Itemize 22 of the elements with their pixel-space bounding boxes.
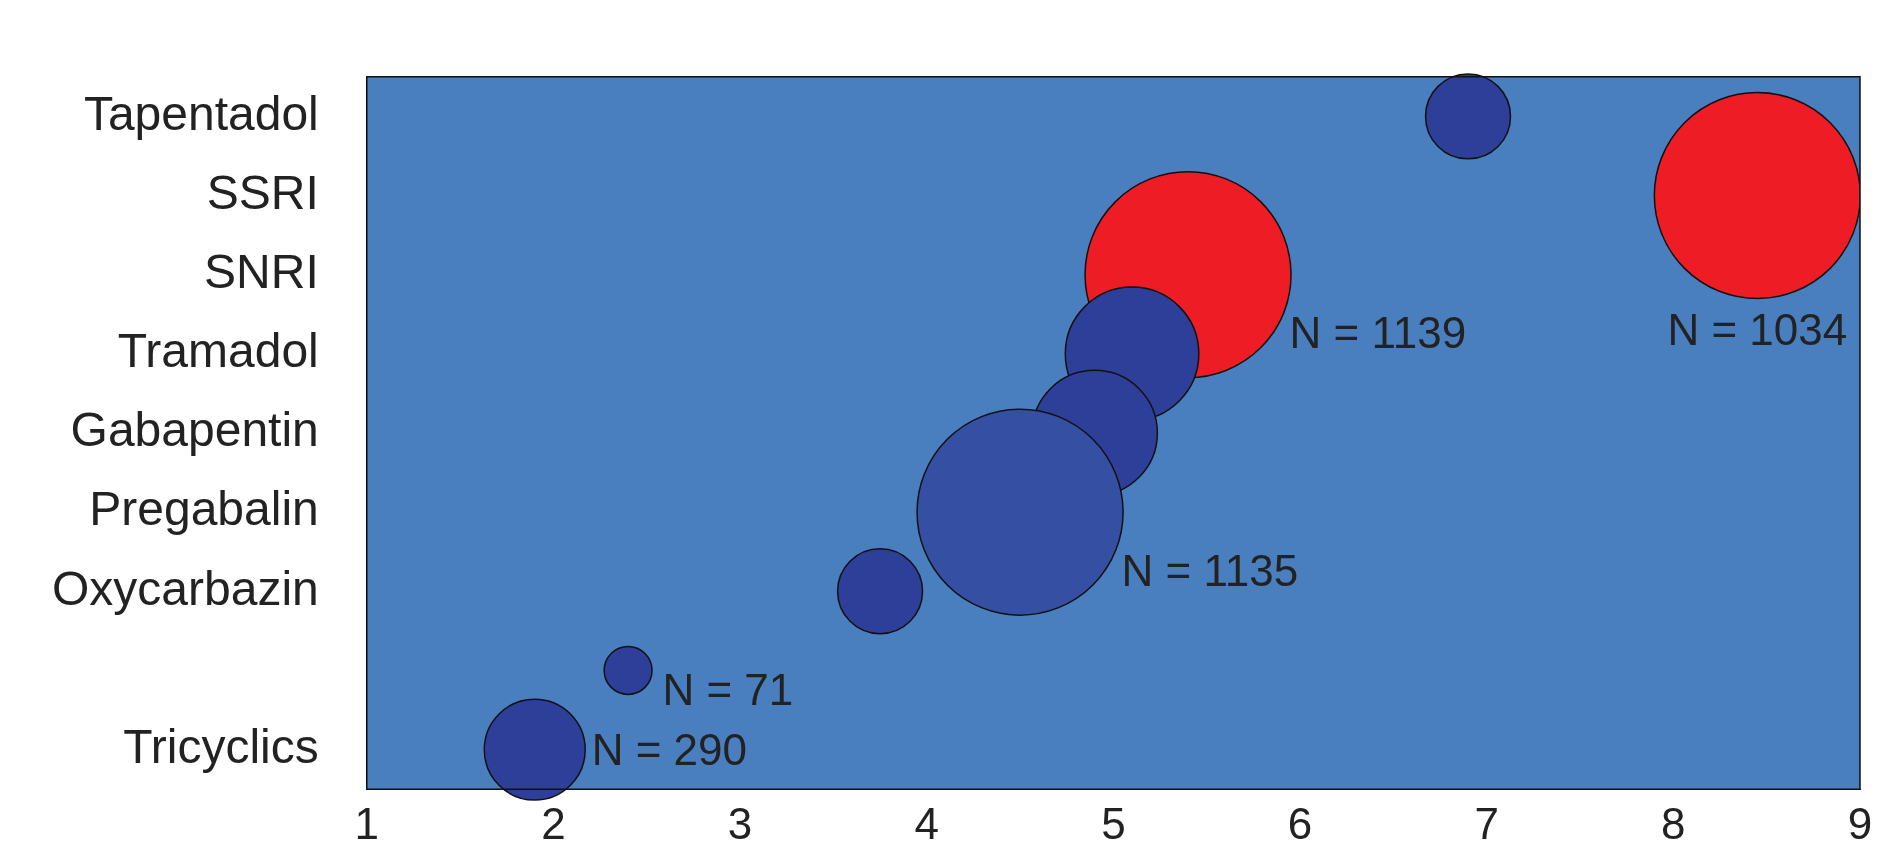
- x-tick-label: 3: [727, 798, 753, 848]
- y-tick-label: SNRI: [204, 244, 319, 298]
- x-tick-label: 9: [1847, 798, 1873, 848]
- y-tick-label: SSRI: [206, 165, 319, 219]
- x-tick-label: 2: [541, 798, 566, 848]
- x-tick-label: 6: [1287, 798, 1313, 848]
- x-tick-label: 8: [1661, 798, 1686, 848]
- x-tick-label: 5: [1101, 798, 1126, 848]
- annotation: N = 1139: [1289, 308, 1467, 358]
- y-tick-label: Tapentadol: [83, 86, 319, 140]
- annotation: N = 71: [662, 664, 794, 714]
- annotation: N = 1135: [1121, 545, 1299, 595]
- y-tick-label: Tricyclics: [123, 719, 319, 773]
- y-tick-label: Pregabalin: [89, 482, 319, 536]
- x-tick-label: 1: [354, 798, 380, 848]
- y-tick-label: Oxycarbazin: [52, 561, 319, 615]
- y-tick-label: Tramadol: [117, 324, 319, 378]
- annotation: N = 290: [591, 725, 747, 775]
- x-tick-label: 7: [1474, 798, 1499, 848]
- x-tick-label: 4: [914, 798, 939, 848]
- y-tick-label: Gabapentin: [70, 403, 319, 457]
- annotation: N = 1034: [1667, 304, 1848, 354]
